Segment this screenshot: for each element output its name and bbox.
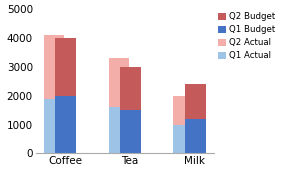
Bar [44, 35, 64, 99]
Bar [185, 84, 206, 119]
Bar [108, 58, 129, 107]
Bar [185, 119, 206, 153]
Bar [108, 107, 129, 153]
Bar [120, 110, 141, 153]
Bar [173, 125, 194, 153]
Bar [173, 96, 194, 125]
Bar [56, 38, 76, 96]
Legend: Q2 Budget, Q1 Budget, Q2 Actual, Q1 Actual: Q2 Budget, Q1 Budget, Q2 Actual, Q1 Actu… [216, 11, 277, 62]
Bar [44, 99, 64, 153]
Bar [120, 67, 141, 110]
Bar [56, 96, 76, 153]
